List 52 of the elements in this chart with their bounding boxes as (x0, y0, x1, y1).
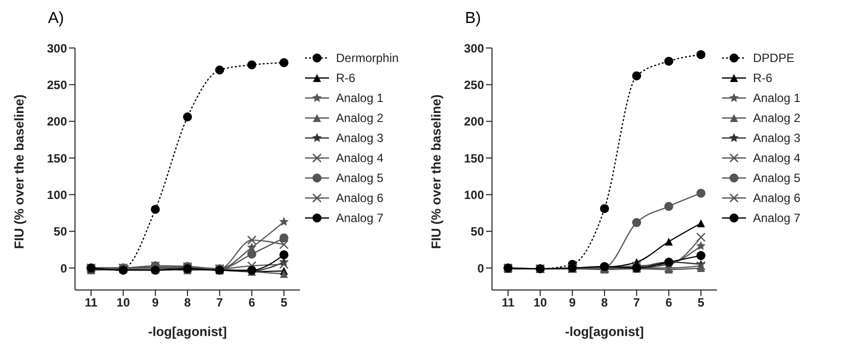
x-tick-label: 5 (698, 296, 705, 310)
legend-label: Analog 2 (753, 111, 800, 125)
legend-label: Analog 5 (336, 171, 384, 185)
y-tick-label: 300 (46, 41, 68, 56)
legend-label: Analog 3 (336, 131, 384, 145)
x-tick-label: 9 (152, 296, 160, 310)
x-tick-label: 8 (184, 296, 192, 310)
y-tick-label: 200 (46, 114, 68, 129)
chart-title: A) (48, 10, 64, 28)
y-tick-label: 100 (464, 188, 484, 202)
legend-label: Analog 7 (753, 211, 800, 225)
x-tick-label: 10 (534, 296, 548, 310)
x-tick-label: 10 (116, 296, 130, 310)
y-tick-label: 250 (46, 78, 68, 92)
legend-label: R-6 (753, 71, 772, 85)
legend-label: Analog 6 (336, 191, 384, 205)
legend-label: Analog 7 (336, 211, 384, 225)
chart-title: B) (465, 10, 481, 28)
y-tick-label: 0 (60, 261, 68, 276)
x-tick-label: 9 (569, 296, 576, 310)
legend-label: Analog 4 (753, 151, 800, 165)
legend-label: Analog 6 (753, 191, 800, 205)
x-tick-label: 11 (502, 296, 515, 310)
x-tick-label: 6 (248, 296, 256, 310)
y-tick-label: 150 (464, 151, 484, 166)
y-tick-label: 250 (464, 78, 484, 92)
x-tick-label: 6 (665, 296, 672, 310)
legend-label: Analog 4 (336, 151, 384, 165)
x-tick-label: 8 (601, 296, 608, 310)
y-tick-label: 150 (46, 151, 68, 166)
x-axis-title: -log[agonist] (565, 324, 644, 339)
legend-label: R-6 (336, 71, 356, 85)
x-tick-label: 7 (216, 296, 224, 310)
y-tick-label: 50 (470, 224, 484, 239)
legend-label: Analog 5 (753, 171, 800, 185)
legend-label: DPDPE (753, 51, 794, 65)
legend-label: Analog 1 (753, 91, 800, 105)
x-axis-title: -log[agonist] (148, 324, 227, 339)
y-tick-label: 0 (477, 261, 484, 276)
y-tick-label: 300 (464, 41, 484, 56)
y-axis-title: FIU (% over the baseline) (12, 94, 27, 249)
y-axis-title: FIU (% over the baseline) (428, 94, 444, 249)
y-tick-label: 50 (54, 224, 68, 239)
x-tick-label: 11 (84, 296, 98, 310)
y-tick-label: 200 (464, 114, 484, 129)
x-tick-label: 7 (633, 296, 640, 310)
legend-label: Analog 2 (336, 111, 384, 125)
legend-label: Analog 1 (336, 91, 384, 105)
legend-label: Dermorphin (336, 51, 399, 65)
legend-label: Analog 3 (753, 131, 800, 145)
x-tick-label: 5 (280, 296, 288, 310)
y-tick-label: 100 (46, 188, 68, 202)
